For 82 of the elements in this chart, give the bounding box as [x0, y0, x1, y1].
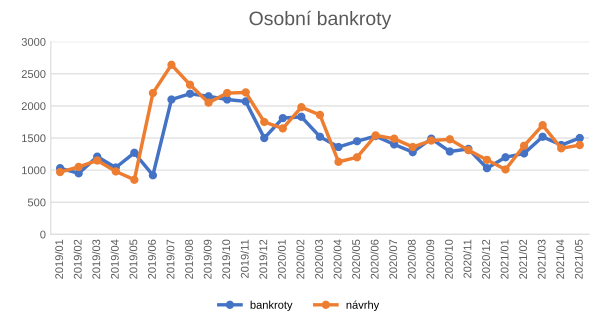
point [334, 142, 343, 152]
point [167, 60, 176, 70]
point [260, 134, 268, 142]
x-tick-label: 2019/01 [54, 240, 64, 279]
point [222, 88, 232, 98]
point [74, 162, 83, 172]
x-tick-label: 2020/03 [314, 240, 323, 279]
point [576, 140, 584, 150]
x-tick-label: 2020/06 [370, 240, 379, 279]
x-tick-label: 2019/07 [166, 240, 174, 279]
y-tick-label: 0 [40, 230, 46, 238]
point [130, 176, 139, 184]
point [242, 97, 250, 106]
point [482, 164, 492, 172]
point [56, 168, 64, 176]
point [538, 132, 547, 141]
x-tick-label: 2021/04 [556, 240, 564, 279]
point [278, 124, 287, 133]
point [130, 148, 139, 157]
point [148, 171, 158, 180]
point [297, 103, 306, 112]
x-tick-label: 2021/05 [574, 240, 583, 279]
x-tick-label: 2020/11 [463, 240, 472, 278]
point [297, 112, 306, 122]
x-tick-label: 2020/09 [426, 240, 434, 279]
x-tick-label: 2019/02 [73, 240, 82, 279]
x-tick-label: 2020/10 [444, 240, 453, 279]
point [278, 114, 287, 122]
x-tick-label: 2019/09 [203, 240, 212, 279]
x-tick-label: 2019/10 [222, 240, 230, 279]
point [352, 137, 362, 146]
point [167, 95, 176, 104]
point [316, 110, 324, 120]
point [148, 88, 158, 98]
x-tick-label: 2020/07 [388, 240, 398, 279]
point [390, 134, 398, 143]
x-tick-label: 2020/04 [333, 240, 342, 279]
point [242, 88, 250, 97]
point [334, 158, 343, 166]
point [408, 142, 417, 152]
point [112, 167, 120, 176]
y-tick-label: 500 [28, 198, 46, 206]
x-tick-label: 2020/05 [352, 240, 360, 279]
x-tick-label: 2019/06 [148, 240, 156, 279]
x-tick-label: 2019/11 [240, 240, 249, 278]
x-tick-label: 2021/02 [518, 240, 528, 279]
chart-title: Osobní bankroty [250, 10, 392, 30]
x-tick-label: 2019/08 [184, 240, 193, 279]
x-tick-label: 2019/04 [110, 240, 119, 279]
x-tick-label: 2020/08 [408, 240, 416, 279]
point [260, 118, 268, 126]
y-tick-label: 2000 [22, 102, 46, 110]
legend-label: návrhy [346, 300, 380, 311]
x-tick-label: 2019/12 [259, 240, 268, 279]
legend-label: bankroty [250, 300, 293, 311]
x-tick-label: 2020/02 [296, 240, 304, 279]
x-tick-label: 2021/01 [500, 240, 508, 279]
point [186, 80, 194, 89]
point [93, 156, 102, 165]
point [520, 149, 528, 158]
point [446, 135, 454, 144]
point [186, 90, 194, 98]
point [501, 153, 510, 162]
x-tick-label: 2021/03 [537, 240, 546, 279]
y-tick-label: 1000 [22, 166, 46, 174]
x-tick-label: 2019/03 [92, 240, 100, 279]
point [316, 132, 324, 141]
y-tick-label: 1500 [22, 134, 46, 142]
point [520, 142, 528, 150]
point [352, 153, 362, 162]
y-tick-label: 2500 [22, 70, 46, 78]
y-tick-label: 3000 [22, 38, 46, 46]
x-tick-label: 2020/01 [278, 240, 286, 279]
point [482, 156, 492, 164]
x-tick-label: 2019/05 [129, 240, 138, 279]
x-tick-label: 2020/12 [482, 240, 490, 279]
point [538, 121, 547, 130]
point [501, 165, 510, 174]
point [204, 98, 213, 107]
point [557, 144, 566, 152]
point [446, 147, 454, 156]
point [576, 134, 584, 142]
